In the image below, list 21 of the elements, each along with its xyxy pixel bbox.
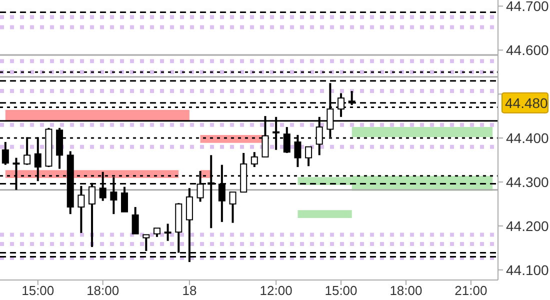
x-tick-label: 18 xyxy=(182,283,197,298)
y-tick-label: 44.100 xyxy=(506,262,550,278)
x-tick-label: 15:00 xyxy=(324,283,358,298)
y-tick-label: 44.200 xyxy=(506,218,550,234)
y-tick-label: 44.600 xyxy=(506,42,550,58)
candlestick xyxy=(250,151,258,168)
candlestick xyxy=(164,222,172,242)
y-tick-label: 44.300 xyxy=(506,174,550,190)
candlestick xyxy=(305,146,312,168)
x-tick-label: 15:00 xyxy=(22,283,54,298)
y-tick-label: 44.700 xyxy=(506,0,550,14)
candlestick xyxy=(132,206,139,235)
ref-line-label: 44.480 xyxy=(505,94,548,111)
x-tick-label: 18:00 xyxy=(390,283,422,298)
x-tick-label: 18:00 xyxy=(86,283,120,298)
candlestick xyxy=(229,191,236,224)
x-tick-label: 12:00 xyxy=(260,283,292,298)
candlestick xyxy=(121,186,128,213)
x-tick-label: 21:00 xyxy=(454,283,488,298)
candlestick xyxy=(2,140,9,166)
y-tick-label: 44.400 xyxy=(506,130,550,146)
